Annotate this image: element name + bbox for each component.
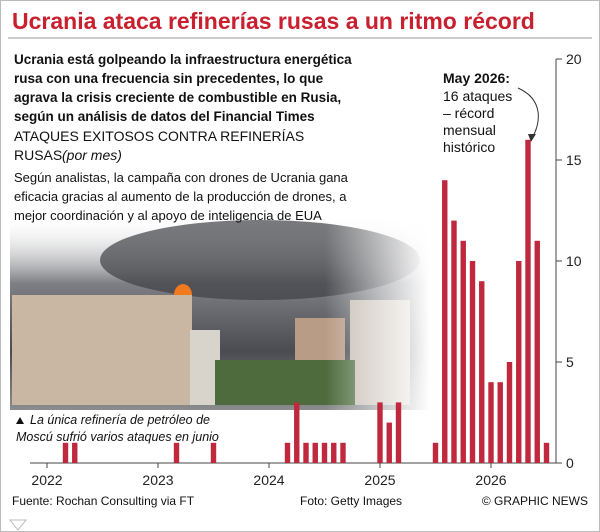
x-tick-label: 2025: [364, 472, 395, 488]
note: Moscú sufrió varios ataques en junio: [16, 430, 219, 444]
y-tick-label: 15: [566, 152, 582, 168]
note-marker: [16, 417, 24, 424]
chart-heading: RUSAS: [14, 147, 62, 163]
bar: [312, 442, 318, 463]
bar: [386, 422, 392, 463]
y-tick-label: 10: [566, 253, 582, 269]
description: eficacia gracias al aumento de la produc…: [14, 189, 347, 204]
bar: [62, 442, 69, 463]
chart-unit: (por mes): [62, 147, 122, 163]
frame-pointer: [8, 519, 28, 531]
bar: [516, 261, 522, 463]
bar: [543, 442, 550, 463]
bar: [303, 442, 309, 463]
x-tick-label: 2022: [31, 472, 62, 488]
bar: [506, 362, 513, 463]
title: Ucrania ataca refinerías rusas a un ritm…: [12, 8, 535, 34]
bar: [173, 442, 180, 463]
note: La única refinería de petróleo de: [30, 413, 210, 427]
bar: [488, 382, 494, 463]
bar: [451, 220, 457, 463]
y-tick-label: 5: [566, 354, 574, 370]
bar: [432, 442, 439, 463]
photo: [10, 215, 430, 410]
bar: [321, 442, 328, 463]
subtitle: rusa con una frecuencia sin precedentes,…: [14, 71, 324, 86]
credit: © GRAPHIC NEWS: [482, 494, 588, 508]
x-tick-label: 2026: [475, 472, 506, 488]
description: Según analistas, la campaña con drones d…: [14, 170, 349, 185]
y-tick-label: 20: [566, 51, 582, 67]
bar: [210, 442, 217, 463]
bar: [72, 442, 78, 463]
bar: [331, 442, 337, 463]
bar: [377, 402, 383, 463]
annotation-text: histórico: [443, 139, 495, 155]
bar: [534, 240, 540, 463]
subtitle: Ucrania está golpeando la infraestructur…: [14, 52, 352, 67]
bar: [294, 402, 300, 463]
annotation-text: 16 ataques: [443, 88, 512, 104]
x-tick-label: 2023: [142, 472, 173, 488]
x-tick-label: 2024: [253, 472, 284, 488]
bar: [395, 402, 402, 463]
bar: [469, 261, 476, 463]
source: Fuente: Rochan Consulting via FT: [12, 494, 195, 508]
bar: [525, 139, 531, 464]
chart-heading: ATAQUES EXITOSOS CONTRA REFINERÍAS: [14, 128, 304, 144]
bar: [497, 382, 503, 463]
bar: [460, 240, 466, 463]
photo-credit: Foto: Getty Images: [300, 494, 402, 508]
bar: [340, 442, 346, 463]
subtitle: según un análisis de datos del Financial…: [14, 109, 315, 124]
bar: [479, 281, 485, 463]
bar: [442, 180, 448, 463]
y-tick-label: 0: [566, 455, 574, 471]
bar: [284, 442, 291, 463]
annotation-text: – récord: [443, 105, 494, 121]
annotation-text: mensual: [443, 122, 496, 138]
annotation-title: May 2026:: [443, 70, 510, 86]
subtitle: agrava la crisis creciente de combustibl…: [14, 90, 341, 105]
description: mejor coordinación y al apoyo de intelig…: [14, 208, 322, 223]
annotation-arrowhead: [528, 134, 536, 142]
